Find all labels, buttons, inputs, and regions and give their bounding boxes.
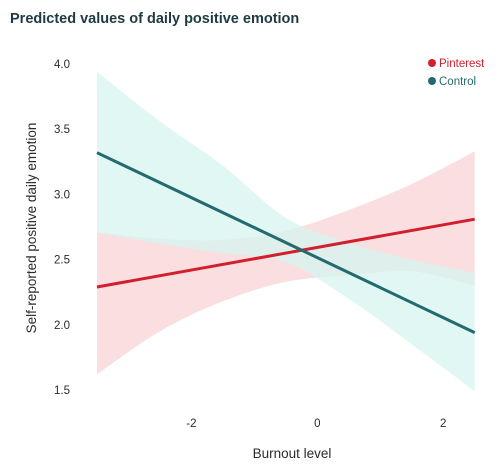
pinterest-legend-label: Pinterest [439, 58, 485, 70]
x-tick-label: -2 [186, 418, 196, 430]
x-tick-label: 2 [440, 418, 446, 430]
x-tick-labels: -2 0 2 [186, 418, 446, 430]
y-tick-labels: 1.5 2.0 2.5 3.0 3.5 4.0 [54, 59, 70, 397]
y-tick-label: 1.5 [54, 385, 70, 397]
control-line [96, 151, 476, 334]
legend: Pinterest Control [428, 58, 485, 88]
y-axis-label: Self-reported positive daily emotion [24, 123, 39, 334]
y-tick-label: 2.0 [54, 320, 70, 332]
y-tick-label: 3.5 [54, 124, 70, 136]
y-tick-label: 2.5 [54, 255, 70, 267]
control-confidence-band [97, 71, 475, 392]
y-tick-label: 3.0 [54, 189, 70, 201]
chart-title: Predicted values of daily positive emoti… [10, 11, 300, 27]
x-tick-label: 0 [314, 418, 320, 430]
control-legend-marker [428, 77, 436, 85]
pinterest-confidence-band [97, 151, 475, 375]
series-lines [96, 151, 476, 334]
pinterest-line [96, 217, 475, 289]
control-legend-label: Control [439, 76, 476, 88]
confidence-bands [97, 71, 475, 392]
pinterest-legend-marker [428, 59, 436, 67]
x-axis-label: Burnout level [253, 446, 332, 461]
y-tick-label: 4.0 [54, 59, 70, 71]
